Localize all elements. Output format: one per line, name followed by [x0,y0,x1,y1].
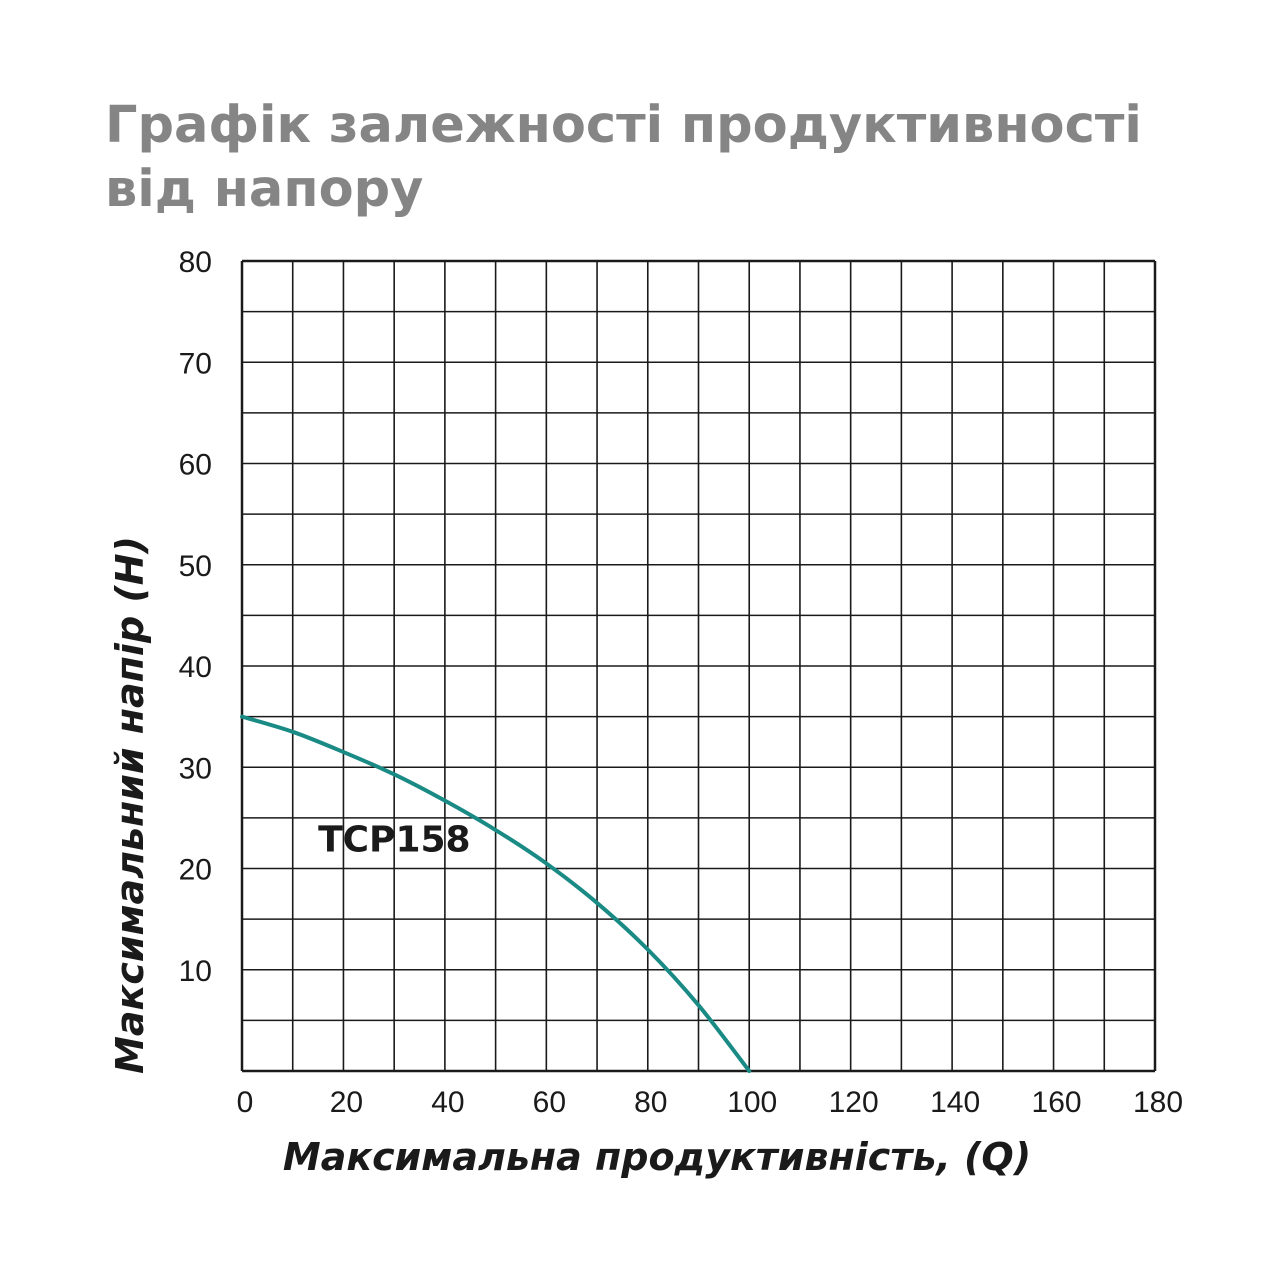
y-tick-label: 40 [179,651,212,684]
x-tick-label: 0 [237,1086,254,1119]
y-tick-label: 30 [179,752,212,785]
chart-title: Графік залежності продуктивності від нап… [105,96,1142,219]
x-tick-label: 40 [431,1086,464,1119]
y-tick-label: 10 [179,955,212,988]
y-tick-label: 80 [179,246,212,279]
x-axis-label: Максимальна продуктивність, (Q) [283,1135,1031,1179]
x-tick-label: 120 [829,1086,879,1119]
series-line [240,714,752,1073]
y-tick-labels: 10 20 30 40 50 60 70 80 [179,246,212,988]
series-label: TCP158 [318,819,471,860]
series-layer: TCP158 [240,714,752,1073]
x-tick-label: 160 [1032,1086,1082,1119]
x-tick-label: 180 [1133,1086,1183,1119]
x-tick-label: 80 [634,1086,667,1119]
grid [240,259,1157,1073]
x-tick-labels: 0 20 40 60 80 100 120 140 160 180 [237,1086,1183,1119]
y-axis-label: Максимальний напір (H) [108,536,152,1074]
x-tick-label: 20 [330,1086,363,1119]
x-tick-label: 100 [727,1086,777,1119]
y-tick-label: 60 [179,449,212,482]
y-tick-label: 50 [179,550,212,583]
y-tick-label: 20 [179,854,212,887]
y-tick-label: 70 [179,347,212,380]
x-tick-label: 140 [930,1086,980,1119]
x-tick-label: 60 [533,1086,566,1119]
